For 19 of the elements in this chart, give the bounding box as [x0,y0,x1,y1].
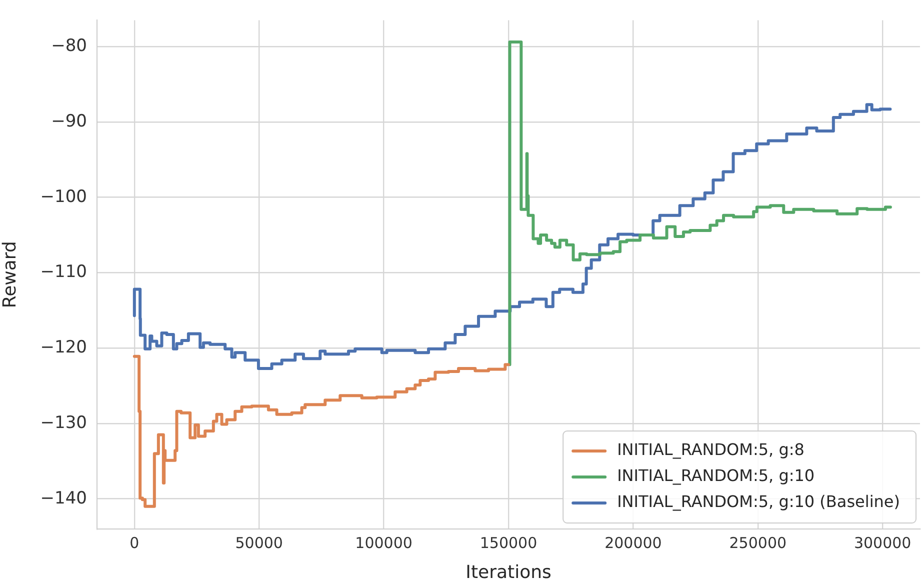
y-tick-label: −120 [40,338,87,358]
y-tick-label: −80 [51,36,87,56]
legend-label: INITIAL_RANDOM:5, g:10 (Baseline) [617,492,900,512]
x-tick-label: 250000 [729,534,787,552]
x-tick-label: 0 [130,534,140,552]
x-tick-label: 50000 [235,534,283,552]
x-axis-title: Iterations [466,562,552,583]
y-tick-label: −140 [40,488,87,508]
y-axis-title: Reward [0,241,20,308]
x-tick-label: 100000 [355,534,412,552]
legend-label: INITIAL_RANDOM:5, g:8 [617,440,804,460]
x-tick-label: 300000 [854,534,912,552]
legend-label: INITIAL_RANDOM:5, g:10 [617,466,815,486]
x-tick-label: 150000 [480,534,538,552]
y-tick-label: −100 [40,186,87,207]
y-tick-label: −90 [51,111,87,132]
y-tick-label: −110 [40,262,87,282]
y-tick-label: −130 [40,412,87,433]
x-tick-label: 200000 [604,534,662,552]
